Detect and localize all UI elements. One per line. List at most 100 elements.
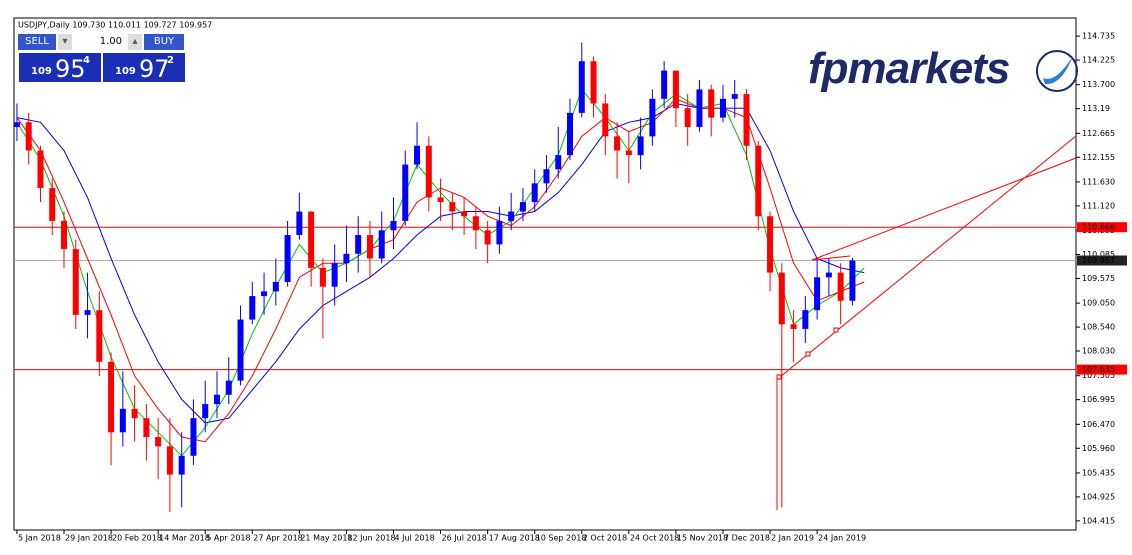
candle-body	[366, 235, 373, 259]
logo-swoosh	[1042, 56, 1073, 85]
candle-body	[708, 89, 715, 118]
y-tick-label: 109.050	[1082, 299, 1115, 308]
y-tick-label: 107.505	[1082, 371, 1115, 380]
y-tick-label: 106.470	[1082, 420, 1115, 429]
candle-body	[578, 61, 585, 113]
candle-body	[178, 455, 185, 475]
candle-body	[437, 197, 444, 203]
candle-body	[237, 319, 244, 381]
logo-text: fpmarkets	[808, 44, 1010, 93]
buy-price[interactable]: 109 97 2	[102, 52, 186, 83]
x-tick-label: 2 Oct 2018	[583, 534, 627, 543]
candle-body	[249, 296, 256, 320]
candle-body	[37, 150, 44, 189]
y-tick-label: 106.995	[1082, 395, 1115, 404]
y-tick-label: 109.575	[1082, 274, 1115, 283]
candle-body	[72, 249, 79, 315]
y-tick-label: 113.700	[1082, 80, 1115, 89]
x-tick-label: 14 Mar 2018	[159, 534, 210, 543]
candle-body	[402, 164, 409, 221]
candle-body	[166, 446, 173, 475]
candle-body	[225, 380, 232, 395]
candle-body	[296, 211, 303, 236]
y-tick-label: 105.435	[1082, 468, 1115, 477]
lot-up[interactable]: ▴	[128, 34, 142, 50]
x-tick-label: 5 Jan 2018	[18, 534, 61, 543]
candle-body	[378, 230, 385, 259]
y-tick-label: 112.665	[1082, 129, 1115, 138]
candle-body	[84, 310, 91, 315]
candle-body	[390, 220, 397, 231]
candle-body	[637, 136, 644, 156]
candle-body	[331, 263, 338, 287]
y-tick-label: 105.960	[1082, 444, 1115, 453]
trend-drawings	[776, 135, 1077, 510]
x-tick-label: 2 Jan 2019	[771, 534, 814, 543]
last-price-tag	[1077, 255, 1127, 266]
candle-body	[602, 103, 609, 137]
y-tick-label: 112.155	[1082, 153, 1115, 162]
x-tick-label: 5 Apr 2018	[206, 534, 250, 543]
candle-body	[743, 94, 750, 146]
price-sup: 2	[167, 55, 174, 66]
buy-button[interactable]: BUY	[144, 34, 184, 50]
candle-body	[590, 61, 597, 104]
candle-body	[261, 291, 268, 297]
y-tick-label: 114.735	[1082, 32, 1115, 41]
candle-body	[508, 211, 515, 221]
price-level-tag	[1077, 364, 1127, 375]
candle-body	[567, 112, 574, 156]
x-tick-label: 15 Nov 2018	[677, 534, 728, 543]
logo-mark	[1035, 50, 1078, 93]
last-price-label: 109.957	[1082, 256, 1115, 265]
x-tick-label: 21 May 2018	[300, 534, 352, 543]
candle-body	[849, 260, 856, 301]
x-tick-label: 24 Jan 2019	[818, 534, 866, 543]
trendline	[811, 255, 851, 261]
sell-price[interactable]: 109 95 4	[18, 52, 102, 83]
price-level-tag	[1077, 222, 1127, 233]
x-tick-label: 4 Jul 2018	[394, 534, 434, 543]
candle-body	[790, 324, 797, 329]
x-tick-label: 26 Jul 2018	[442, 534, 487, 543]
candle-body	[543, 169, 550, 184]
candle-body	[731, 94, 738, 99]
candle-body	[425, 145, 432, 198]
candle-body	[814, 277, 821, 311]
lot-down[interactable]: ▾	[58, 34, 72, 50]
candle-body	[802, 310, 809, 329]
candle-body	[272, 281, 279, 292]
anchor	[805, 351, 811, 357]
trendline	[811, 157, 1077, 261]
x-tick-label: 27 Apr 2018	[253, 534, 302, 543]
sell-button[interactable]: SELL	[18, 34, 56, 50]
candle-body	[778, 272, 785, 325]
candle-body	[684, 108, 691, 127]
candle-body	[355, 235, 362, 254]
price-main: 95	[55, 55, 86, 83]
price-sup: 4	[83, 55, 90, 66]
candle-body	[449, 202, 456, 212]
candle-body	[96, 310, 103, 362]
x-tick-label: 24 Oct 2018	[630, 534, 679, 543]
candle-body	[649, 98, 656, 137]
candle-body	[661, 70, 668, 99]
candle-body	[25, 122, 32, 151]
candle-body	[414, 145, 421, 165]
y-tick-label: 113.19	[1082, 104, 1110, 113]
y-tick-label: 108.540	[1082, 323, 1115, 332]
chart-header: USDJPY,Daily 109.730 110.011 109.727 109…	[18, 21, 212, 30]
candle-body	[484, 230, 491, 245]
candle-body	[767, 216, 774, 273]
candle-body	[555, 155, 562, 170]
logo-ring	[1035, 50, 1078, 93]
y-tick-label: 108.030	[1082, 347, 1115, 356]
candle-body	[625, 150, 632, 156]
y-tick-label: 110.085	[1082, 250, 1115, 259]
candle-body	[213, 394, 220, 405]
candle-body	[825, 272, 832, 278]
lot-input[interactable]: 1.00	[74, 34, 126, 50]
price-big: 109	[115, 66, 136, 77]
candle-body	[719, 98, 726, 118]
